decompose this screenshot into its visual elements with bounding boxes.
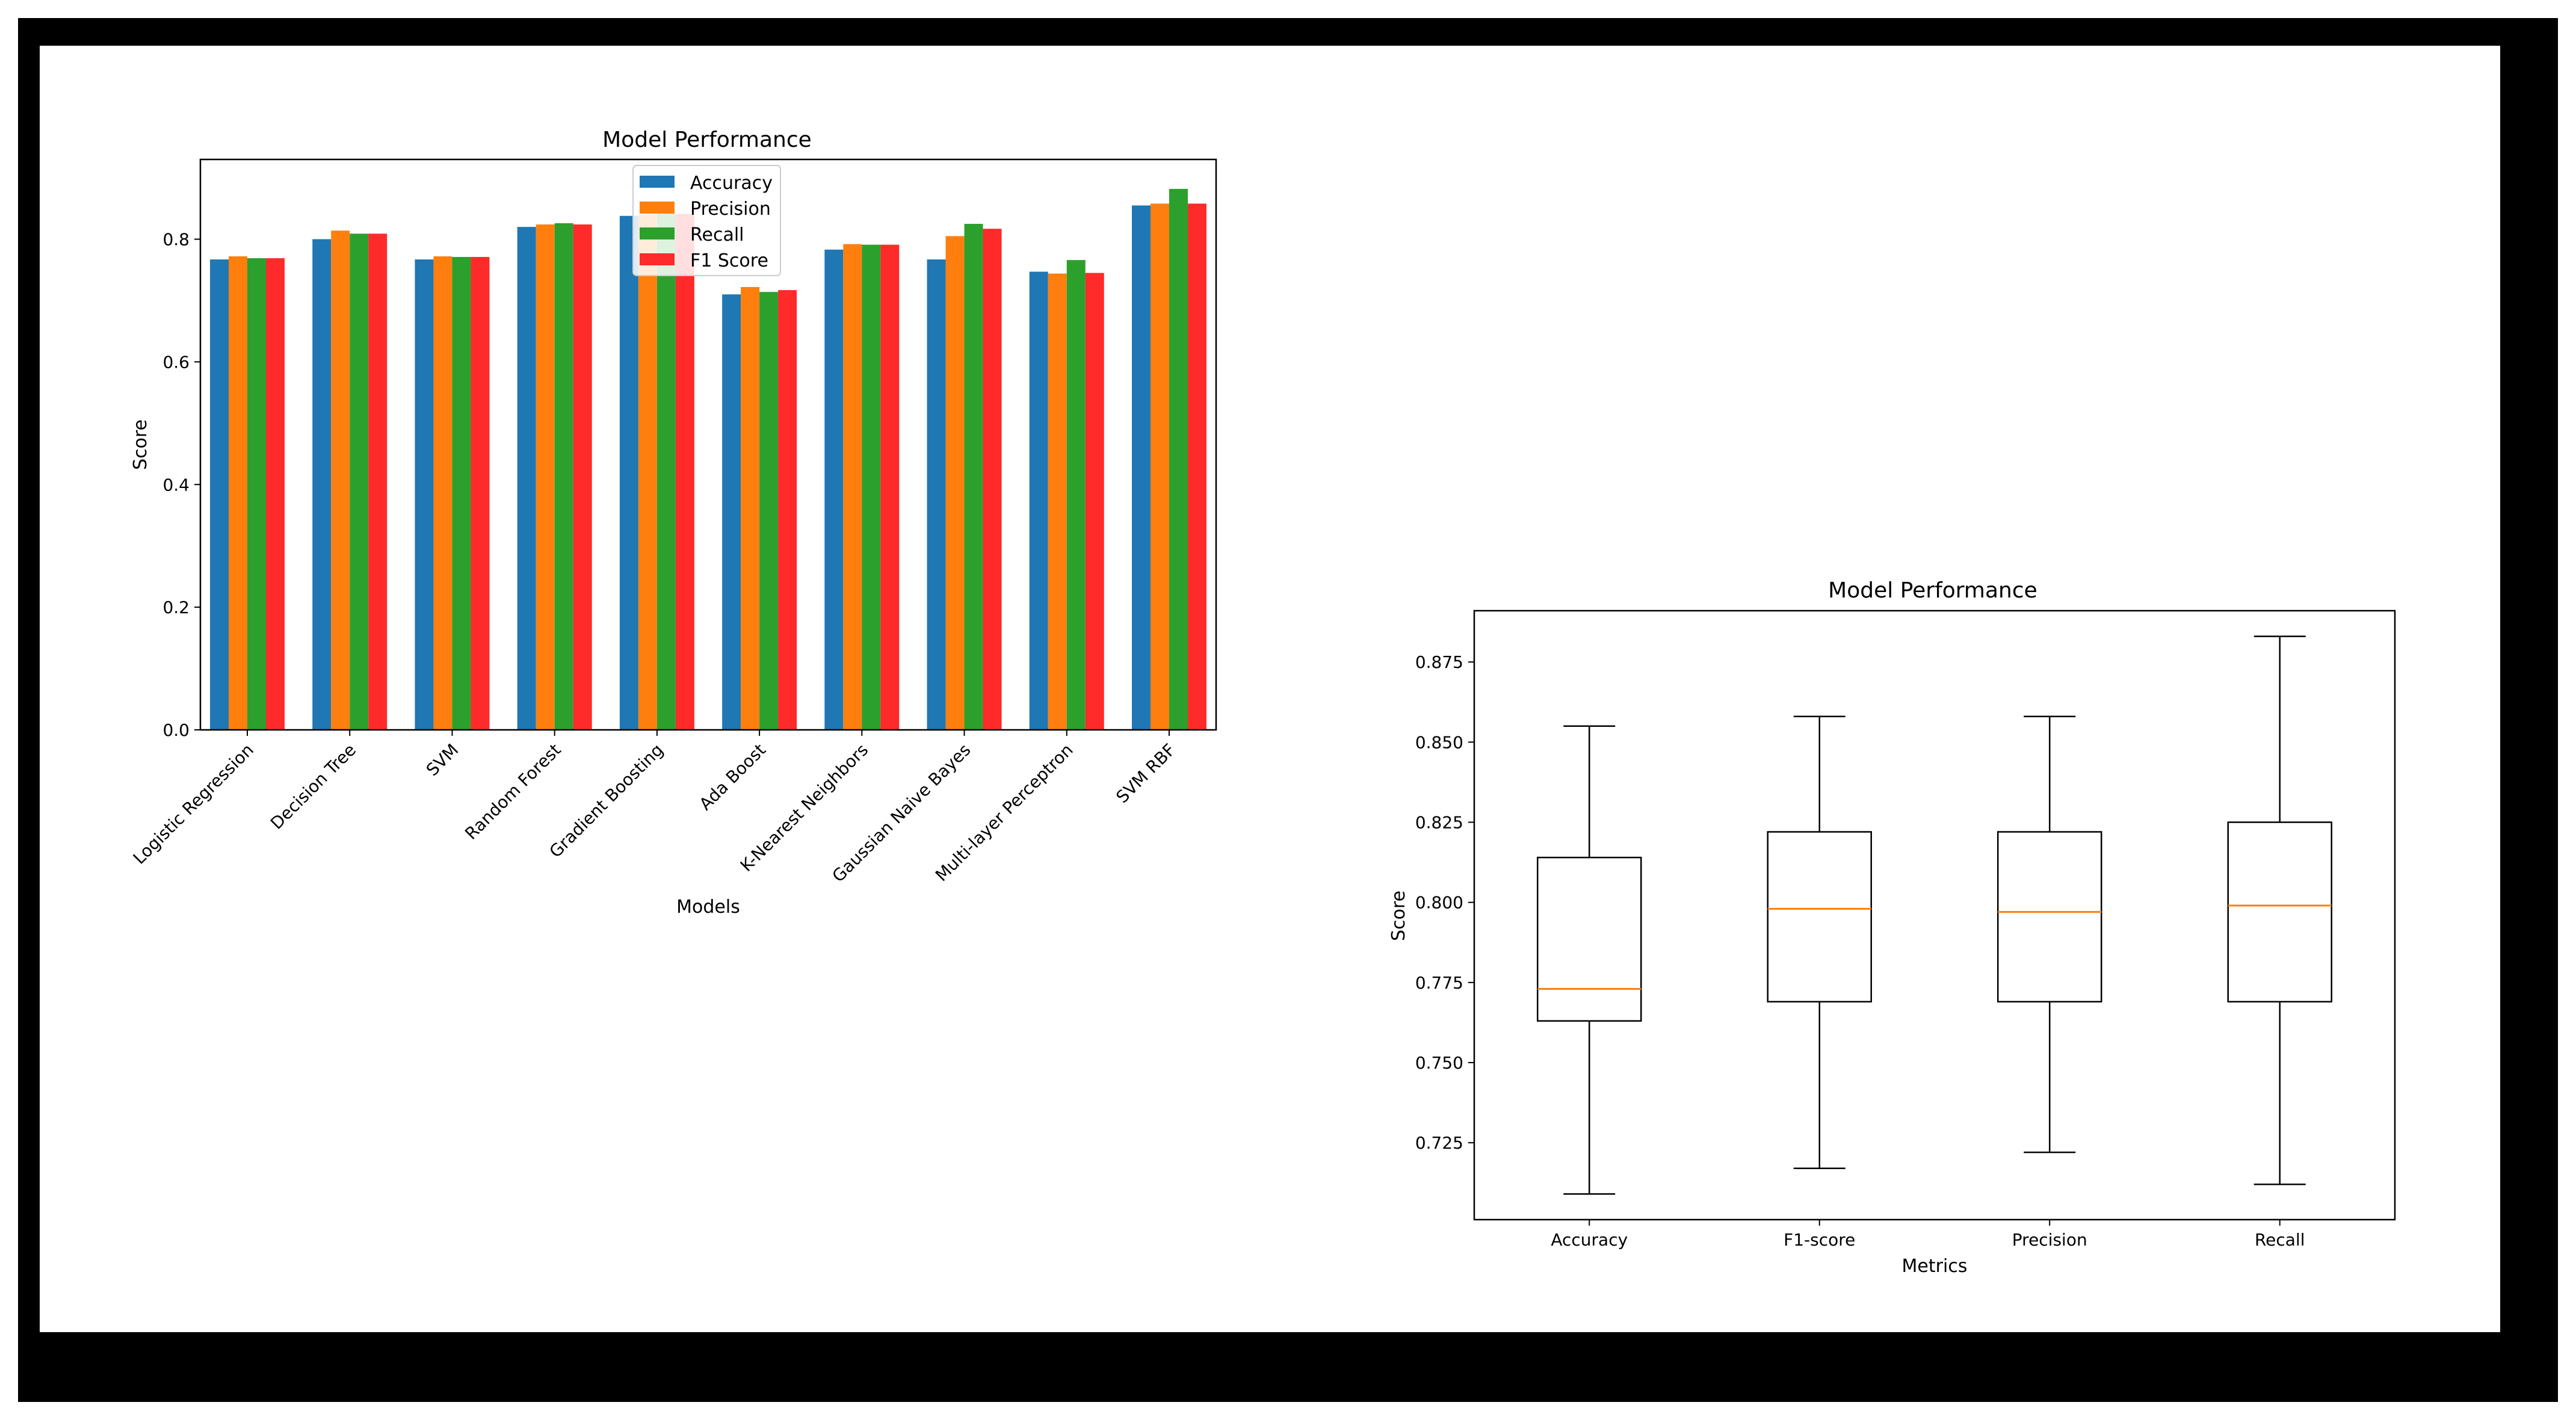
bar-accuracy-7 — [927, 259, 946, 730]
bar-accuracy-6 — [824, 249, 844, 730]
box-y-tick-label: 0.750 — [1415, 1053, 1463, 1073]
bar-x-tick-label: Random Forest — [461, 740, 564, 844]
box-plot-frame — [1473, 610, 2396, 1221]
bar-recall-2 — [452, 257, 471, 730]
box-iqr — [1997, 831, 2102, 1003]
legend-label-f1-score: F1 Score — [690, 250, 768, 271]
legend-swatch-accuracy — [640, 176, 675, 188]
bar-recall-5 — [759, 292, 779, 730]
bar-y-tick-label: 0.2 — [162, 597, 190, 617]
box-x-tick-label: F1-score — [1784, 1230, 1855, 1250]
legend-label-accuracy: Accuracy — [690, 173, 773, 194]
bar-recall-6 — [862, 244, 881, 730]
box-y-tick-label: 0.875 — [1415, 652, 1463, 672]
bar-accuracy-9 — [1132, 205, 1151, 730]
bar-f1-score-1 — [368, 233, 388, 730]
bar-f1-score-4 — [675, 214, 694, 730]
bar-precision-9 — [1151, 203, 1169, 730]
box-x-axis-label: Metrics — [1902, 1256, 1968, 1277]
bar-y-tick-label: 0.6 — [162, 352, 190, 372]
box-recall — [2227, 635, 2332, 1185]
bar-x-axis-label: Models — [676, 897, 740, 918]
bar-precision-2 — [433, 256, 452, 730]
bar-precision-1 — [331, 230, 350, 730]
bar-precision-4 — [638, 214, 657, 730]
bar-recall-7 — [964, 224, 983, 730]
bar-recall-9 — [1169, 188, 1188, 730]
bar-recall-3 — [554, 223, 573, 730]
bar-f1-score-0 — [266, 258, 285, 730]
bar-x-tick-label: SVM — [422, 740, 463, 780]
box-x-tick-label: Precision — [2012, 1230, 2087, 1250]
bar-x-tick-label: Decision Tree — [267, 740, 360, 833]
legend-label-precision: Precision — [690, 199, 771, 220]
bar-f1-score-9 — [1188, 203, 1206, 730]
bar-f1-score-8 — [1085, 273, 1104, 730]
legend-swatch-recall — [640, 227, 675, 239]
bar-y-tick-label: 0.8 — [162, 230, 190, 250]
box-y-tick-label: 0.725 — [1415, 1133, 1463, 1153]
legend-swatch-f1-score — [640, 253, 675, 265]
bar-recall-1 — [350, 233, 369, 730]
box-iqr — [1537, 856, 1642, 1022]
bar-plot-frame — [199, 158, 1217, 731]
box-f1-score — [1767, 715, 1872, 1170]
bar-accuracy-0 — [210, 259, 229, 730]
bar-recall-4 — [656, 213, 676, 730]
box-y-tick-label: 0.800 — [1415, 893, 1463, 913]
bar-accuracy-3 — [517, 227, 536, 730]
box-accuracy — [1537, 725, 1642, 1195]
bar-recall-8 — [1066, 260, 1086, 730]
bar-f1-score-2 — [471, 257, 490, 730]
bar-precision-6 — [843, 244, 862, 730]
bar-x-tick-label: SVM RBF — [1112, 740, 1179, 807]
box-x-tick-label: Recall — [2255, 1230, 2305, 1250]
legend-label-recall: Recall — [690, 224, 744, 245]
box-y-axis-label: Score — [1388, 891, 1409, 941]
box-chart: Model Performance 0.725 0.750 0.775 0.800 0.… — [1388, 578, 2396, 1277]
bar-precision-3 — [536, 224, 555, 730]
bar-y-tick-label: 0.0 — [162, 720, 190, 740]
bar-y-axis-label: Score — [130, 419, 151, 470]
box-precision — [1997, 715, 2102, 1153]
bar-chart-title: Model Performance — [602, 128, 812, 152]
bar-x-tick-label: Logistic Regression — [129, 740, 258, 868]
bar-y-tick-label: 0.4 — [162, 475, 190, 495]
bar-accuracy-1 — [312, 239, 332, 730]
bar-f1-score-5 — [778, 290, 797, 730]
bar-f1-score-3 — [573, 224, 592, 730]
legend-box — [632, 165, 781, 276]
box-chart-title: Model Performance — [1828, 578, 2037, 603]
box-y-tick-label: 0.825 — [1415, 813, 1463, 833]
bar-accuracy-2 — [415, 259, 434, 730]
bar-chart: Model Performance 0.0 0.2 0.4 0.6 0.8 Logist… — [129, 128, 1217, 918]
box-y-tick-label: 0.850 — [1415, 732, 1463, 752]
bar-accuracy-4 — [619, 215, 638, 730]
bar-x-tick-label: Gradient Boosting — [546, 740, 667, 862]
box-y-tick-label: 0.775 — [1415, 973, 1463, 993]
bar-precision-0 — [229, 256, 247, 730]
box-iqr — [2227, 821, 2332, 1003]
bar-precision-8 — [1048, 273, 1067, 730]
bar-precision-7 — [945, 236, 965, 730]
bar-f1-score-7 — [983, 229, 1002, 730]
legend-swatch-precision — [640, 202, 675, 214]
box-x-tick-label: Accuracy — [1551, 1230, 1628, 1250]
bar-accuracy-5 — [722, 294, 741, 730]
bar-f1-score-6 — [880, 244, 900, 730]
bar-accuracy-8 — [1029, 271, 1048, 730]
box-iqr — [1767, 831, 1872, 1003]
bar-precision-5 — [741, 287, 760, 730]
bar-recall-0 — [247, 258, 266, 730]
bar-x-tick-label: Ada Boost — [696, 740, 770, 814]
bar-legend: Accuracy Precision Recall F1 Score — [632, 165, 781, 276]
